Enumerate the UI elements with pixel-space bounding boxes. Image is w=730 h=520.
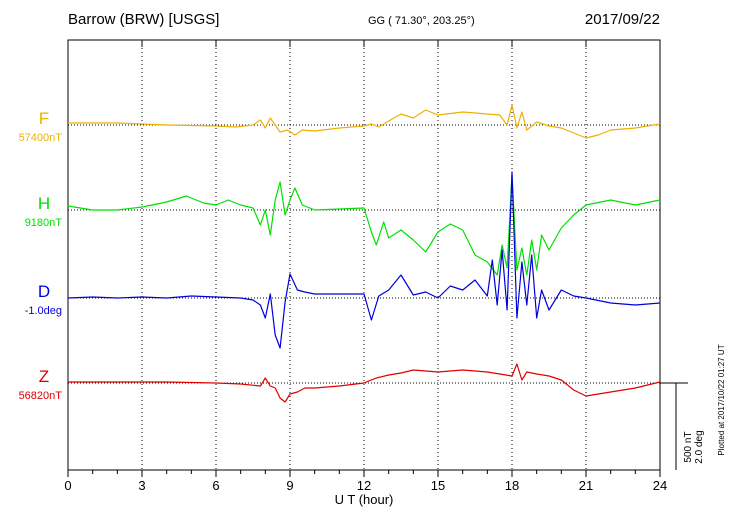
series-z-label: Z — [39, 367, 49, 386]
series-h-label: H — [38, 194, 50, 213]
series-d-base: -1.0deg — [25, 305, 62, 317]
x-axis-label: U T (hour) — [335, 492, 394, 507]
scale-label-deg: 2.0 deg — [694, 430, 705, 463]
x-tick-label: 18 — [505, 478, 519, 493]
x-tick-label: 3 — [138, 478, 145, 493]
series-f-line — [68, 104, 661, 139]
series-h-base: 9180nT — [25, 217, 63, 229]
series-h-line — [67, 174, 661, 276]
x-tick-label: 12 — [357, 478, 371, 493]
series-z-line — [68, 363, 661, 403]
series-f-label: F — [39, 109, 49, 128]
x-tick-label: 9 — [286, 478, 293, 493]
coordinates-label: GG ( 71.30°, 203.25°) — [368, 15, 475, 27]
series-z-base: 56820nT — [19, 390, 63, 402]
scale-label-nt: 500 nT — [683, 431, 694, 462]
date-label: 2017/09/22 — [585, 11, 660, 28]
x-axis-ticks: 0 3 6 9 12 15 18 21 24 — [64, 40, 667, 493]
x-tick-label: 0 — [64, 478, 71, 493]
x-tick-label: 6 — [212, 478, 219, 493]
series-d-label: D — [38, 282, 50, 301]
series-f-base: 57400nT — [19, 132, 63, 144]
station-title: Barrow (BRW) [USGS] — [68, 11, 219, 28]
x-tick-label: 15 — [431, 478, 445, 493]
x-tick-label: 24 — [653, 478, 667, 493]
series-layer: F 57400nT H 9180nT D -1.0deg Z 56820nT — [19, 104, 661, 403]
series-d-line — [67, 171, 661, 349]
plotted-timestamp: Plotted at 2017/10/22 01:27 UT — [717, 344, 726, 455]
x-tick-label: 21 — [579, 478, 593, 493]
grid — [68, 40, 660, 470]
